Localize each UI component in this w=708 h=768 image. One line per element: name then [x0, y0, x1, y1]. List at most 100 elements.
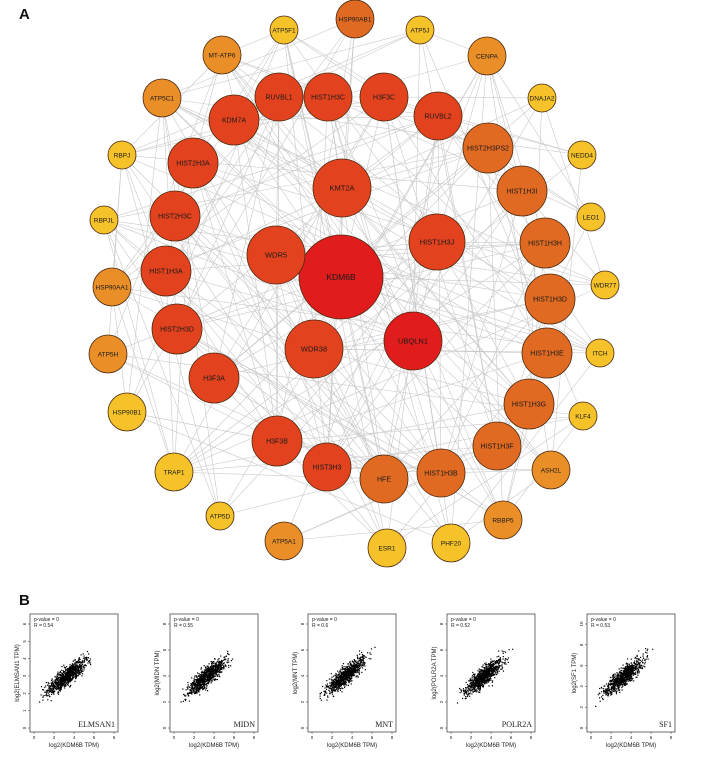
scatter-point — [212, 668, 215, 670]
scatter-point — [186, 693, 189, 695]
scatter-point — [487, 666, 489, 668]
scatter-point — [637, 661, 639, 663]
network-nodes: KDM6BWDR5KMT2AHIST1H3JUBQLN1WDR38HIST1H3… — [88, 0, 620, 568]
scatter-point — [614, 688, 616, 690]
scatter-point — [205, 680, 207, 682]
scatter-point — [476, 688, 478, 690]
scatter-point — [353, 671, 355, 673]
scatter-point — [211, 665, 213, 667]
scatter-point — [630, 673, 632, 675]
scatter-point — [213, 671, 216, 673]
scatter-point — [491, 670, 493, 672]
scatter-point — [612, 683, 614, 686]
scatter-point — [83, 665, 85, 667]
scatter-point — [463, 689, 465, 691]
scatter-point — [77, 662, 79, 664]
scatter-point — [608, 690, 610, 692]
scatter-point — [470, 683, 472, 685]
node-circle — [335, 0, 375, 39]
scatter-point — [206, 671, 208, 673]
scatter-point — [339, 675, 341, 678]
scatter-point — [494, 677, 496, 679]
scatter-point — [211, 680, 213, 682]
scatter-point — [349, 664, 351, 666]
scatter-point — [211, 677, 213, 679]
scatter-point — [201, 676, 204, 678]
scatter-point — [361, 661, 363, 664]
scatter-point — [646, 656, 648, 658]
scatter-point — [614, 684, 616, 686]
scatter-point — [476, 681, 478, 683]
scatter-point — [357, 666, 359, 668]
node-circle — [503, 378, 555, 430]
scatter-point — [607, 693, 609, 696]
scatter-point — [194, 691, 196, 693]
scatter-point — [362, 654, 364, 656]
scatter-point — [609, 676, 611, 679]
scatter-point — [355, 660, 357, 662]
node-circle — [142, 78, 182, 118]
scatter-point — [63, 675, 65, 677]
scatter-point — [346, 679, 349, 681]
scatter-point — [351, 671, 353, 673]
scatter-point — [482, 678, 484, 680]
scatter-point — [485, 680, 487, 682]
edge-WDR38-ESR1 — [313, 348, 388, 549]
node-label: HIST1H3J — [420, 238, 455, 247]
scatter-point — [468, 694, 470, 696]
scatter-point — [471, 675, 474, 677]
scatter-point — [500, 665, 502, 667]
scatter-point — [193, 683, 195, 685]
scatter-point — [324, 692, 326, 694]
scatter-point — [363, 655, 365, 657]
scatter-point — [338, 677, 340, 679]
scatter-point — [631, 671, 633, 673]
scatter-point — [205, 683, 207, 686]
scatter-point — [488, 667, 490, 669]
scatter-point — [489, 664, 491, 666]
scatter-point — [326, 692, 328, 694]
scatter-point — [69, 676, 71, 678]
scatter-point — [64, 684, 66, 686]
scatter-point — [621, 677, 623, 679]
scatter-point — [491, 685, 494, 687]
scatter-point — [202, 682, 204, 685]
scatter-point — [72, 671, 74, 673]
scatter-point — [631, 673, 633, 675]
scatter-point — [634, 665, 636, 668]
x-tick-label: 4 — [213, 735, 216, 740]
scatter-point — [217, 675, 219, 677]
scatter-point — [349, 662, 352, 665]
node-circle — [302, 442, 352, 492]
scatter-point — [194, 679, 196, 681]
scatter-point — [486, 681, 488, 683]
node-label: HIST1H3C — [311, 94, 345, 101]
scatter-point — [330, 688, 332, 690]
scatter-point — [216, 671, 219, 673]
scatter-point — [81, 668, 83, 670]
scatter-point — [55, 689, 58, 691]
scatter-point — [475, 678, 477, 680]
scatter-point — [87, 657, 89, 659]
scatter-point — [486, 676, 488, 678]
scatter-point — [347, 674, 349, 676]
scatter-point — [64, 671, 66, 673]
scatter-point — [75, 676, 77, 679]
scatter-point — [491, 668, 493, 670]
node-label: KMT2A — [329, 184, 354, 193]
scatter-point — [621, 669, 623, 672]
scatter-point — [485, 664, 487, 666]
scatter-point — [194, 687, 196, 689]
scatter-point — [632, 677, 634, 679]
node-hist2h3ps2: HIST2H3PS2 — [462, 122, 514, 174]
scatter-point — [335, 679, 337, 681]
scatter-point — [210, 668, 212, 670]
scatter-point — [75, 661, 77, 663]
scatter-point — [67, 684, 69, 686]
scatter-point — [484, 681, 486, 683]
scatter-point — [621, 686, 623, 689]
scatter-point — [353, 664, 355, 666]
scatter-point — [212, 667, 215, 669]
